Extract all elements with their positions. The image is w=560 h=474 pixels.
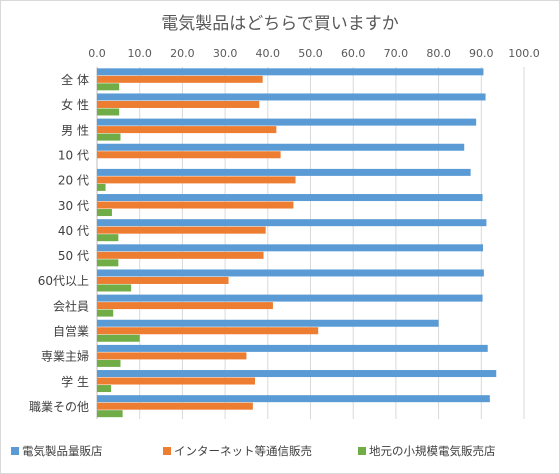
bar-2 [97, 75, 263, 83]
category-label: 専業主婦 [41, 349, 89, 364]
x-tick-label: 30.0 [213, 47, 238, 60]
x-tick-label: 0.0 [88, 47, 106, 60]
bar-1 [97, 143, 465, 151]
bar-2 [97, 302, 273, 310]
category-label: 全 体 [61, 72, 89, 87]
category-label: 男 性 [61, 123, 89, 137]
bar-2 [97, 176, 296, 184]
bar-2 [97, 276, 229, 284]
bar-1 [97, 244, 484, 252]
category-label: 自営業 [53, 325, 89, 339]
bar-3 [97, 209, 112, 217]
bar-1 [97, 294, 483, 302]
bar-3 [97, 183, 106, 191]
bar-3 [97, 259, 119, 267]
bar-1 [97, 344, 488, 352]
legend-item: 地元の小規模電気販売店 [358, 444, 496, 458]
bar-2 [97, 352, 247, 360]
bar-1 [97, 68, 484, 76]
bar-2 [97, 201, 294, 209]
bar-3 [97, 334, 140, 342]
bar-2 [97, 251, 264, 259]
bar-2 [97, 226, 266, 234]
category-label: 40 代 [58, 224, 89, 238]
category-label: 60代以上 [38, 274, 89, 288]
gridlines [96, 67, 525, 419]
legend-swatch [358, 447, 366, 455]
x-tick-label: 20.0 [170, 47, 195, 60]
category-label: 10 代 [58, 149, 89, 163]
bar-3 [97, 385, 112, 393]
x-tick-label: 40.0 [256, 47, 281, 60]
bar-1 [97, 93, 486, 101]
bar-2 [97, 100, 260, 108]
category-label: 20 代 [58, 174, 89, 188]
bar-1 [97, 219, 487, 227]
category-labels: 全 体女 性男 性 10 代 20 代 30 代 40 代 50 代 60代以上会社員自営業… [29, 72, 89, 414]
x-tick-label: 60.0 [341, 47, 366, 60]
bar-2 [97, 377, 255, 385]
bar-2 [97, 327, 319, 335]
category-label: 女 性 [61, 97, 89, 112]
legend-swatch [163, 447, 171, 455]
legend-item: インターネット等通信販売 [163, 444, 312, 458]
bar-3 [97, 234, 119, 242]
bar-3 [97, 309, 114, 317]
bar-1 [97, 168, 471, 176]
bar-3 [97, 284, 132, 292]
bar-1 [97, 269, 484, 277]
legend-label: インターネット等通信販売 [174, 444, 312, 458]
bar-2 [97, 151, 281, 159]
bar-2 [97, 402, 253, 410]
bars [97, 68, 497, 418]
category-label: 職業その他 [29, 400, 89, 414]
chart-title: 電気製品はどちらで買いますか [161, 14, 399, 34]
bar-2 [97, 126, 277, 134]
legend-label: 電気製品量販店 [22, 444, 103, 458]
legend-swatch [11, 447, 19, 455]
legend: 電気製品量販店 インターネット等通信販売 地元の小規模電気販売店 [11, 444, 496, 458]
x-tick-label: 80.0 [426, 47, 451, 60]
x-axis-ticks: 0.0 10.0 20.0 30.0 40.0 50.0 60.0 70.0 80.0 90.0 1… [88, 47, 540, 60]
category-label: 30 代 [58, 199, 89, 213]
x-tick-label: 10.0 [127, 47, 152, 60]
bar-1 [97, 118, 477, 126]
x-tick-label: 100.0 [508, 47, 540, 60]
legend-label: 地元の小規模電気販売店 [369, 444, 496, 458]
bar-3 [97, 410, 123, 418]
bar-1 [97, 194, 483, 202]
category-label: 会社員 [53, 298, 89, 313]
bar-3 [97, 83, 120, 91]
legend-item: 電気製品量販店 [11, 444, 103, 458]
bar-1 [97, 395, 490, 403]
bar-3 [97, 359, 121, 367]
category-label: 学 生 [61, 374, 89, 389]
bar-3 [97, 108, 120, 116]
category-label: 50 代 [58, 249, 89, 263]
bar-1 [97, 319, 439, 327]
x-tick-label: 50.0 [298, 47, 323, 60]
bar-3 [97, 133, 121, 141]
x-tick-label: 70.0 [384, 47, 409, 60]
bar-1 [97, 370, 497, 378]
x-tick-label: 90.0 [469, 47, 494, 60]
